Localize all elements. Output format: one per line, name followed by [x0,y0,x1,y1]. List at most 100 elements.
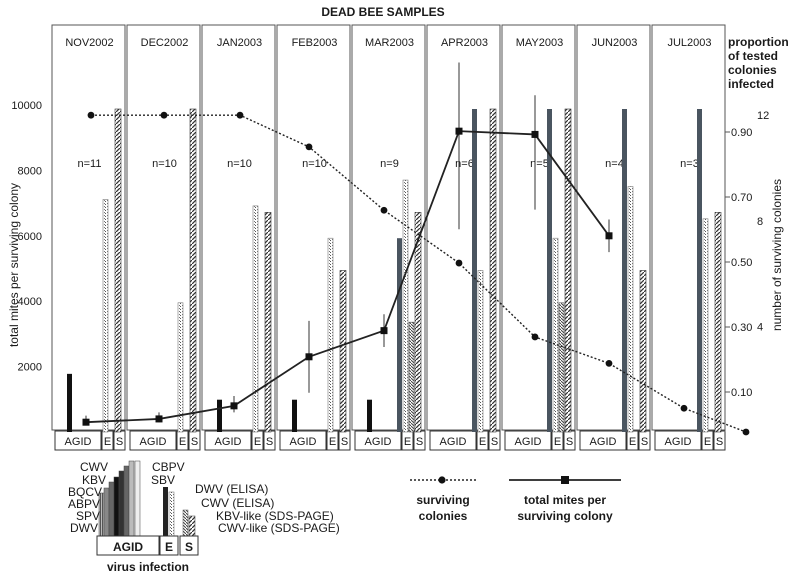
bar-elisa [702,218,709,433]
legend-elisa-box [159,535,179,556]
legend-sds-kbv-bar [182,509,189,537]
agid-box [204,430,252,451]
agid-label: AGID [65,436,92,448]
legend-elisa-dwv-bar [163,487,168,536]
elisa-label: E [254,436,261,448]
agid-label: AGID [215,436,242,448]
month-label: JAN2003 [217,37,262,49]
sds-label: S [566,436,573,448]
surviving-colonies-point [605,359,613,367]
bar-elisa [477,270,484,433]
legend-elisa-label: E [165,540,173,554]
bar-agid-cbpv [622,109,627,432]
bar-agid-cbpv [472,109,477,432]
month-label: DEC2002 [141,37,189,49]
legend-agid-label: AGID [113,540,143,554]
surviving-colonies-line [91,114,747,433]
bar-elisa [102,199,109,433]
right-inner-axis-label-line: proportion [728,35,789,49]
agid-box [429,430,477,451]
bar-sds-cwv-like [339,270,347,433]
n-label: n=5 [530,158,549,170]
left-tick-label: 8000 [18,165,42,177]
legend-virus-label: KBV [82,473,106,487]
n-label: n=10 [302,158,327,170]
bar-elisa [252,205,259,433]
mites-point [531,130,539,138]
left-tick-label: 10000 [11,100,42,112]
month-label: FEB2003 [292,37,338,49]
legend-mites-label: total mites per [524,493,606,507]
surviving-colonies-point [380,206,388,214]
sds-label: S [641,436,648,448]
month-panel [501,24,576,431]
bar-agid-dwv [67,373,72,432]
agid-label: AGID [440,436,467,448]
agid-label: AGID [365,436,392,448]
month-label: APR2003 [441,37,488,49]
legend-surviving-label: surviving [416,493,469,507]
sds-label: S [191,436,198,448]
bar-sds-kbv-like [408,321,415,433]
surviving-colonies-point [236,111,244,119]
left-tick-label: 4000 [18,296,42,308]
sds-label: S [266,436,273,448]
mites-point [305,353,313,361]
right-inner-axis-label-line: colonies [728,63,777,77]
elisa-label: E [104,436,111,448]
legend-other-label: CWV (ELISA) [201,496,274,510]
legend-virus-label: CBPV [152,460,185,474]
elisa-label: E [179,436,186,448]
surviving-colonies-point [455,259,463,267]
surviving-colonies-point [531,333,539,341]
month-panel [201,24,276,431]
n-label: n=4 [605,158,624,170]
legend-sds-box [179,535,199,556]
right-outer-tick-label: 8 [757,216,763,228]
right-inner-tick-label: 0.90 [731,127,752,139]
agid-label: AGID [290,436,317,448]
bar-agid-cbpv [697,109,702,432]
month-panel [351,24,426,431]
month-panel [51,24,126,431]
right-outer-tick-label: 12 [757,110,769,122]
agid-box [654,430,702,451]
sds-label: S [716,436,723,448]
left-axis-label: total mites per surviving colony [7,183,21,347]
legend-surviving-label-2: colonies [419,509,468,523]
bar-sds-cwv-like [489,108,497,433]
bar-elisa [627,186,634,433]
month-panel [651,24,726,431]
bar-elisa [552,237,559,433]
legend-agid-bar-sbv [134,460,141,537]
legend-other-label: CWV-like (SDS-PAGE) [218,521,340,535]
legend-surviving-marker [438,476,446,484]
bar-sds-cwv-like [114,108,122,433]
agid-box [279,430,327,451]
n-label: n=6 [455,158,474,170]
legend-virus-caption: virus infection [107,560,189,574]
bar-elisa [327,237,334,433]
legend-agid-bar-abpv [108,481,115,537]
elisa-label: E [479,436,486,448]
legend-agid-bar-kbv [118,470,125,537]
mites-point [155,415,163,423]
legend-elisa-cwv-bar [168,491,175,537]
bar-agid-dwv [367,399,372,432]
bar-elisa [402,179,409,433]
elisa-label: E [329,436,336,448]
chart-title: DEAD BEE SAMPLES [321,5,444,19]
legend-agid-bar-cbpv [128,460,135,537]
right-inner-tick-label: 0.30 [731,322,752,334]
mites-point [82,418,90,426]
agid-label: AGID [665,436,692,448]
legend-other-label: DWV (ELISA) [195,482,268,496]
n-label: n=10 [227,158,252,170]
legend-other-label: KBV-like (SDS-PAGE) [216,509,334,523]
month-label: JUL2003 [667,37,711,49]
legend-sds-label: S [185,540,193,554]
legend-agid-bar-bqcv [113,476,120,537]
agid-label: AGID [590,436,617,448]
right-inner-tick-label: 0.70 [731,192,752,204]
